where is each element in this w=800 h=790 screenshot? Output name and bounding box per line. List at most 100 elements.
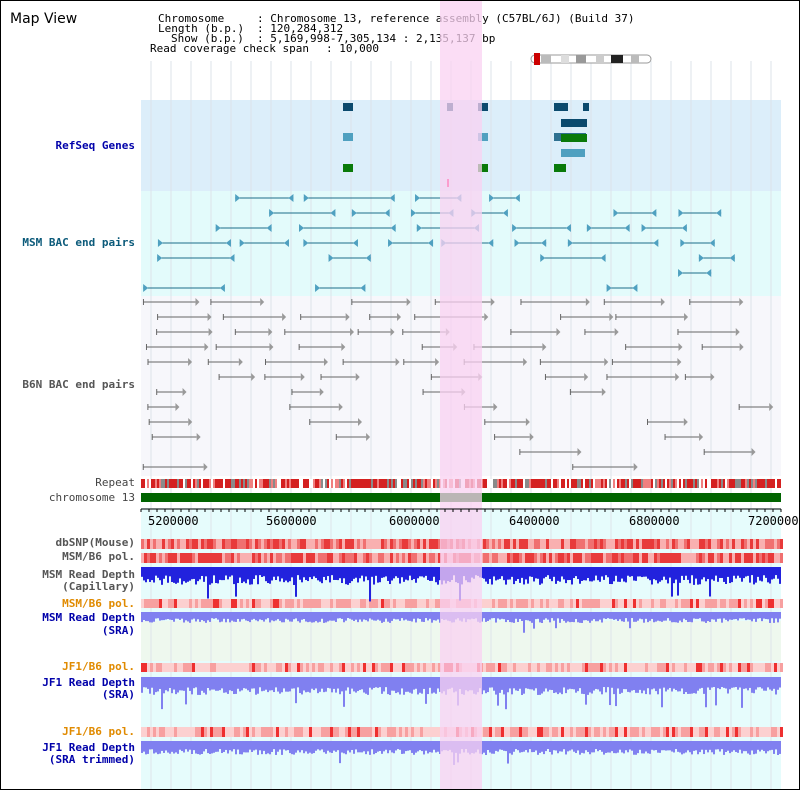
polymorphism-cell (273, 553, 276, 563)
msm-capillary-depth-bar (187, 567, 189, 582)
polymorphism-cell (165, 663, 168, 672)
polymorphism-cell (561, 539, 564, 549)
msm-capillary-depth-bar (715, 567, 717, 576)
jf1-sra-depth-bar (529, 677, 531, 690)
repeat-segment (507, 479, 509, 488)
polymorphism-cell (531, 727, 534, 737)
polymorphism-cell (771, 663, 774, 672)
polymorphism-cell (600, 663, 603, 672)
msm-sra-depth-bar (679, 612, 681, 621)
msm-capillary-depth-bar (779, 567, 781, 584)
repeat-segment (207, 479, 209, 488)
jf1-sra-depth-bar (283, 677, 285, 689)
polymorphism-cell (537, 599, 540, 608)
polymorphism-cell (648, 599, 651, 608)
polymorphism-cell (330, 539, 333, 549)
polymorphism-cell (339, 539, 342, 549)
msm-capillary-depth-bar (171, 567, 173, 583)
polymorphism-cell (228, 539, 231, 549)
b6n-bac-end (710, 373, 715, 381)
polymorphism-cell (711, 599, 714, 608)
repeat-segment (673, 479, 675, 488)
jf1-trimmed-depth-bar (369, 741, 371, 755)
polymorphism-cell (654, 539, 657, 549)
jf1-sra-depth-bar (547, 677, 549, 692)
polymorphism-cell (381, 599, 384, 608)
msm-sra-depth-bar (749, 612, 751, 620)
msm-capillary-depth-bar (389, 567, 391, 585)
msm-capillary-depth-bar (209, 567, 211, 585)
repeat-segment (265, 479, 267, 488)
msm-sra-depth-bar (331, 612, 333, 621)
msm-capillary-depth-bar (699, 567, 701, 585)
msm-sra-depth-bar (525, 612, 527, 621)
repeat-segment (667, 479, 669, 488)
jf1-sra-depth-bar (601, 677, 603, 695)
polymorphism-cell (744, 539, 747, 549)
msm-sra-depth-bar (247, 612, 249, 622)
repeat-segment (679, 479, 681, 488)
msm-sra-depth-bar (347, 612, 349, 619)
polymorphism-cell (171, 553, 174, 563)
msm-sra-depth-bar (351, 612, 353, 620)
jf1-sra-depth-bar (155, 677, 157, 693)
polymorphism-cell (597, 663, 600, 672)
polymorphism-cell (345, 553, 348, 563)
polymorphism-cell (582, 727, 585, 737)
msm-capillary-depth-bar (289, 567, 291, 582)
jf1-trimmed-depth-bar (147, 741, 149, 754)
polymorphism-cell (741, 663, 744, 672)
b6n-bac-end (660, 298, 665, 306)
msm-bac-end (716, 209, 722, 217)
polymorphism-cell (498, 663, 501, 672)
msm-sra-depth-bar (541, 612, 543, 623)
msm-capillary-depth-bar (687, 567, 689, 580)
jf1-sra-depth-bar (227, 677, 229, 694)
msm-capillary-depth-bar (197, 567, 199, 582)
jf1-trimmed-depth-bar (205, 741, 207, 750)
polymorphism-cell (489, 539, 492, 549)
polymorphism-cell (429, 599, 432, 608)
jf1-sra-depth-bar (747, 677, 749, 691)
polymorphism-cell (768, 553, 771, 563)
polymorphism-cell (198, 539, 201, 549)
msm-sra-depth-bar (205, 612, 207, 623)
polymorphism-cell (417, 539, 420, 549)
polymorphism-cell (756, 539, 759, 549)
repeat-segment (577, 479, 579, 488)
jf1-trimmed-depth-bar (643, 741, 645, 754)
polymorphism-cell (144, 599, 147, 608)
msm-sra-depth-bar (243, 612, 245, 619)
jf1-sra-depth-bar (343, 677, 345, 707)
polymorphism-cell (717, 553, 720, 563)
jf1-sra-depth-bar (357, 677, 359, 692)
jf1-sra-depth-bar (407, 677, 409, 692)
jf1-sra-depth-bar (669, 677, 671, 688)
msm-capillary-depth-bar (673, 567, 675, 584)
polymorphism-cell (342, 663, 345, 672)
polymorphism-cell (156, 663, 159, 672)
b6n-bac-end (355, 373, 360, 381)
jf1-sra-depth-bar (607, 677, 609, 688)
polymorphism-cell (252, 539, 255, 549)
polymorphism-cell (738, 663, 741, 672)
msm-sra-depth-bar (263, 612, 265, 622)
jf1-sra-depth-bar (717, 677, 719, 689)
b6n-bac-end (357, 418, 362, 426)
repeat-segment (211, 479, 213, 488)
polymorphism-cell (417, 663, 420, 672)
polymorphism-cell (171, 539, 174, 549)
polymorphism-cell (678, 727, 681, 737)
msm-sra-depth-bar (545, 612, 547, 619)
msm-capillary-depth-bar (539, 567, 541, 585)
polymorphism-cell (702, 663, 705, 672)
msm-capillary-depth-bar (505, 567, 507, 585)
polymorphism-cell (309, 599, 312, 608)
repeat-segment (417, 479, 419, 488)
polymorphism-cell (234, 599, 237, 608)
repeat-segment (543, 479, 545, 488)
jf1-sra-depth-bar (621, 677, 623, 693)
repeat-segment (583, 479, 585, 488)
msm-sra-depth-bar (715, 612, 717, 622)
